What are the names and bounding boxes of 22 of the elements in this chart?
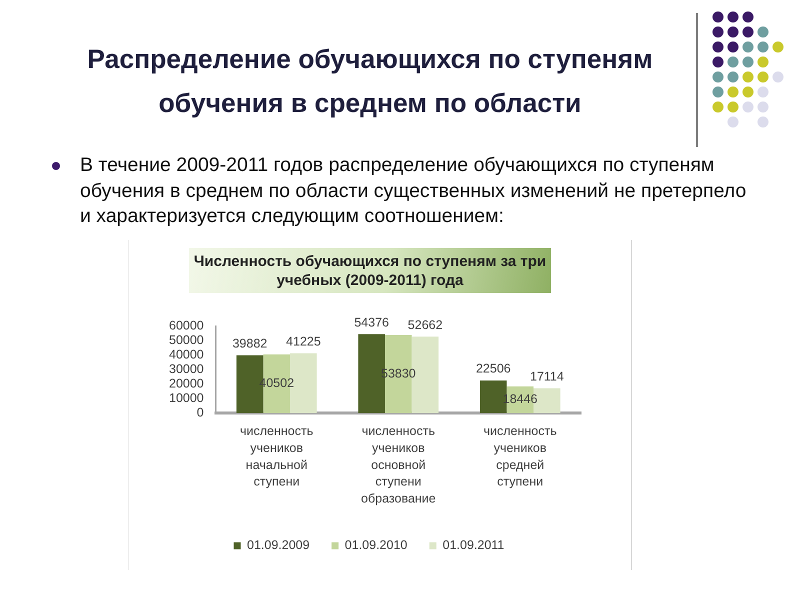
chart-title: Распределение обучающихся по ступеням обучения в среднем по области: [86, 43, 654, 120]
x-tick-label: численность учеников средней ступени: [484, 424, 557, 489]
y-tick-label: 0: [196, 406, 204, 420]
data-label: 39882: [232, 336, 268, 350]
chart-subtitle: Численность обучающихся по ступеням за три учебных (2009-2011) года: [189, 248, 551, 293]
x-tick-label: численность учеников основной ступени образование: [361, 424, 436, 506]
data-label: 17114: [530, 369, 564, 384]
data-label: 41225: [286, 334, 321, 348]
y-tick-label: 30000: [168, 362, 204, 376]
data-label: 22506: [476, 362, 511, 376]
legend-label: 01.09.2009: [246, 538, 310, 552]
data-label: 54376: [354, 315, 390, 330]
y-tick-label: 20000: [168, 376, 204, 391]
data-label: 52662: [408, 318, 443, 332]
y-tick-label: 40000: [168, 347, 204, 362]
y-tick-label: 50000: [168, 332, 204, 347]
x-tick-label: численность учеников начальной ступени: [240, 424, 314, 489]
y-tick-label: 60000: [168, 318, 204, 332]
y-tick-label: 10000: [168, 391, 204, 406]
legend-label: 01.09.2010: [344, 538, 408, 552]
text: В течение 2009-2011 годов распределение обучающихся по ступеням обучения в среднем по области существенных изменений не претерпело и характеризуется следующим соотношением:: [80, 154, 746, 227]
legend-label: 01.09.2011: [442, 538, 504, 552]
